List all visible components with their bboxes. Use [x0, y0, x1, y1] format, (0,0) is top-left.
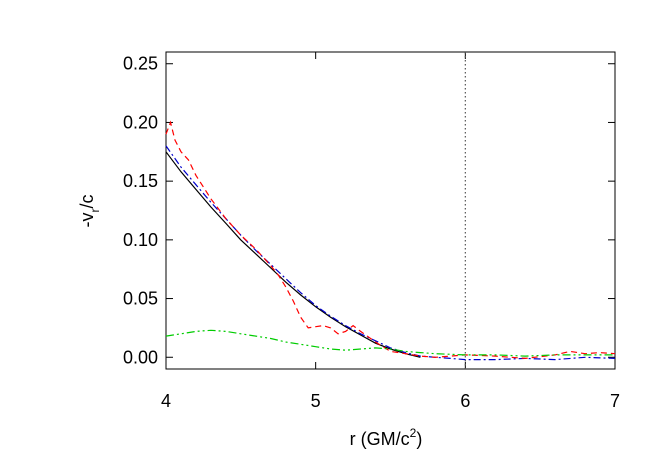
series-line-3	[165, 329, 615, 357]
x-tick-label: 7	[610, 391, 620, 411]
series-line-0	[165, 151, 421, 358]
x-tick-label: 4	[161, 391, 171, 411]
y-tick-label: 0.00	[123, 347, 158, 367]
x-tick-label: 6	[460, 391, 470, 411]
ticks	[165, 52, 616, 369]
y-axis-label: -vr/c	[77, 194, 102, 227]
y-tick-label: 0.20	[123, 112, 158, 132]
series-line-1	[165, 145, 616, 361]
y-tick-label: 0.10	[123, 230, 158, 250]
series-line-2	[165, 120, 616, 360]
plot-frame	[165, 51, 616, 370]
y-tick-label: 0.25	[123, 54, 158, 74]
tick-labels: 4 5 6 7 0.00 0.05 0.10 0.15 0.20 0.25	[123, 54, 620, 411]
x-axis-label: r (GM/c2)	[350, 426, 423, 449]
y-tick-label: 0.05	[123, 289, 158, 309]
y-tick-label: 0.15	[123, 171, 158, 191]
x-tick-label: 5	[311, 391, 321, 411]
series-group	[165, 120, 616, 361]
